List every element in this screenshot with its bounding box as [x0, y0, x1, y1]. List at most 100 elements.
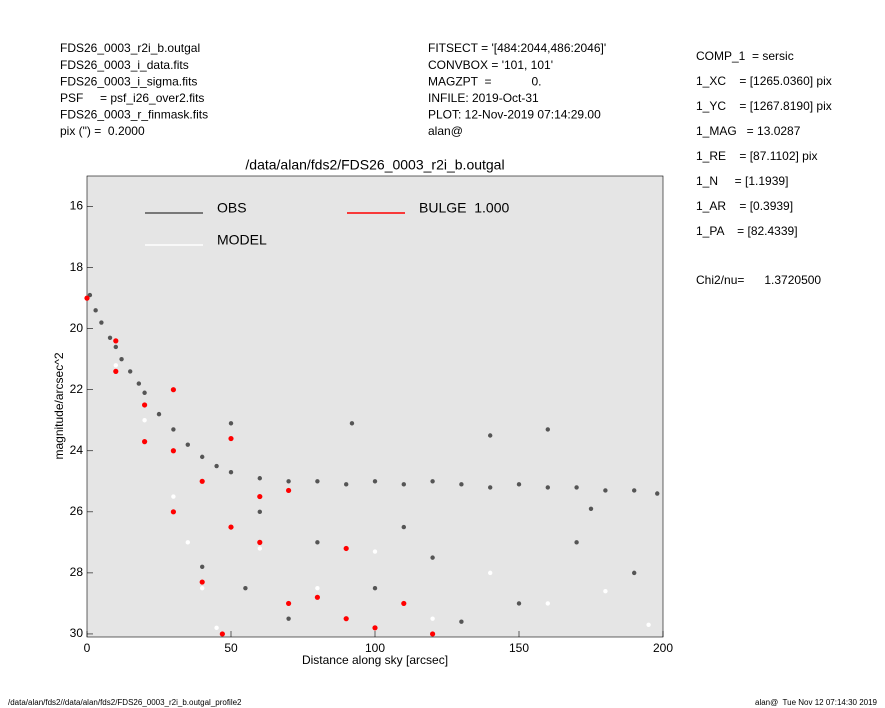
- data-point: [430, 616, 435, 621]
- legend-label: BULGE 1.000: [419, 200, 509, 216]
- data-point: [286, 479, 291, 484]
- header-left-line: FDS26_0003_r_finmask.fits: [60, 108, 208, 122]
- data-point: [214, 463, 219, 469]
- data-point: [170, 448, 176, 454]
- data-point: [200, 564, 205, 569]
- data-point: [257, 546, 262, 551]
- data-point: [107, 335, 113, 341]
- data-point: [488, 433, 493, 438]
- data-point: [142, 418, 147, 423]
- data-point: [516, 482, 522, 487]
- data-point: [119, 356, 124, 362]
- data-point: [185, 442, 190, 447]
- data-point: [315, 540, 320, 545]
- data-point: [87, 292, 93, 298]
- header-left-line: FDS26_0003_r2i_b.outgal: [60, 41, 200, 55]
- data-point: [401, 524, 406, 530]
- data-point: [113, 363, 119, 368]
- data-point: [545, 485, 550, 490]
- y-tick-label: 24: [70, 443, 84, 457]
- data-point: [588, 506, 594, 511]
- x-tick-label: 50: [224, 641, 238, 655]
- data-point: [257, 493, 263, 500]
- data-point: [401, 600, 407, 607]
- fit-parameter: 1_N = [1.1939]: [696, 174, 788, 188]
- data-point: [574, 540, 579, 545]
- chi2: Chi2/nu= 1.3720500: [696, 273, 821, 287]
- data-point: [128, 369, 133, 374]
- data-point: [243, 585, 248, 591]
- data-point: [459, 482, 464, 487]
- data-point: [430, 555, 435, 560]
- data-point: [603, 589, 608, 594]
- data-point: [516, 601, 522, 606]
- header-left-line: FDS26_0003_i_data.fits: [60, 58, 189, 72]
- fit-parameter: 1_PA = [82.4339]: [696, 224, 798, 238]
- data-point: [185, 540, 190, 545]
- data-point: [488, 485, 493, 490]
- header-middle-line: INFILE: 2019-Oct-31: [428, 91, 539, 105]
- data-point: [113, 344, 119, 350]
- y-tick-label: 28: [70, 565, 84, 579]
- data-point: [315, 585, 320, 591]
- data-point: [646, 622, 651, 627]
- data-point: [113, 338, 119, 344]
- fit-parameter: 1_RE = [87.1102] pix: [696, 149, 818, 163]
- data-point: [228, 421, 234, 426]
- y-tick-label: 18: [70, 260, 84, 274]
- x-tick-label: 150: [509, 641, 529, 655]
- data-point: [171, 494, 176, 499]
- fit-parameter: COMP_1 = sersic: [696, 49, 794, 63]
- data-point: [655, 491, 660, 496]
- data-point: [99, 320, 104, 325]
- data-point: [142, 390, 147, 395]
- data-point: [343, 616, 349, 622]
- y-tick-label: 30: [70, 626, 84, 640]
- data-point: [171, 427, 176, 432]
- header-middle-line: PLOT: 12-Nov-2019 07:14:29.00: [428, 108, 601, 122]
- header-left-line: PSF = psf_i26_over2.fits: [60, 91, 204, 105]
- data-point: [372, 625, 378, 631]
- fit-parameter: 1_MAG = 13.0287: [696, 124, 801, 138]
- header-middle-line: FITSECT = '[484:2044,486:2046]': [428, 41, 606, 55]
- data-point: [603, 488, 608, 493]
- data-point: [286, 616, 291, 621]
- fit-parameter: 1_YC = [1267.8190] pix: [696, 99, 832, 113]
- data-point: [228, 435, 234, 442]
- data-point: [136, 381, 142, 386]
- data-point: [430, 479, 435, 484]
- data-point: [228, 469, 234, 475]
- x-axis-label: Distance along sky [arcsec]: [302, 653, 448, 667]
- data-point: [545, 427, 550, 432]
- data-point: [142, 402, 148, 408]
- data-point: [257, 476, 262, 481]
- fit-parameter: 1_XC = [1265.0360] pix: [696, 74, 832, 88]
- header-middle-line: CONVBOX = '101, 101': [428, 58, 553, 72]
- data-point: [200, 585, 205, 591]
- data-point: [430, 631, 436, 637]
- data-point: [156, 411, 162, 417]
- data-point: [574, 485, 579, 490]
- data-point: [401, 482, 406, 487]
- data-point: [93, 308, 98, 313]
- y-tick-label: 22: [70, 382, 84, 396]
- data-point: [257, 509, 262, 515]
- data-point: [228, 524, 234, 530]
- data-point: [214, 625, 219, 631]
- footer-path: /data/alan/fds2//data/alan/fds2/FDS26_00…: [8, 698, 242, 707]
- data-point: [372, 585, 378, 591]
- data-point: [170, 509, 176, 515]
- y-axis-label: magnitude/arcsec^2: [52, 352, 66, 459]
- data-point: [199, 478, 205, 484]
- data-point: [349, 421, 355, 426]
- data-point: [219, 631, 225, 637]
- data-point: [257, 539, 263, 545]
- legend-label: OBS: [217, 200, 247, 216]
- x-tick-label: 100: [365, 641, 385, 655]
- data-point: [199, 579, 205, 585]
- data-point: [488, 570, 493, 576]
- header-middle-line: alan@: [428, 124, 463, 138]
- data-point: [344, 482, 349, 487]
- data-point: [372, 549, 378, 554]
- data-point: [459, 619, 464, 624]
